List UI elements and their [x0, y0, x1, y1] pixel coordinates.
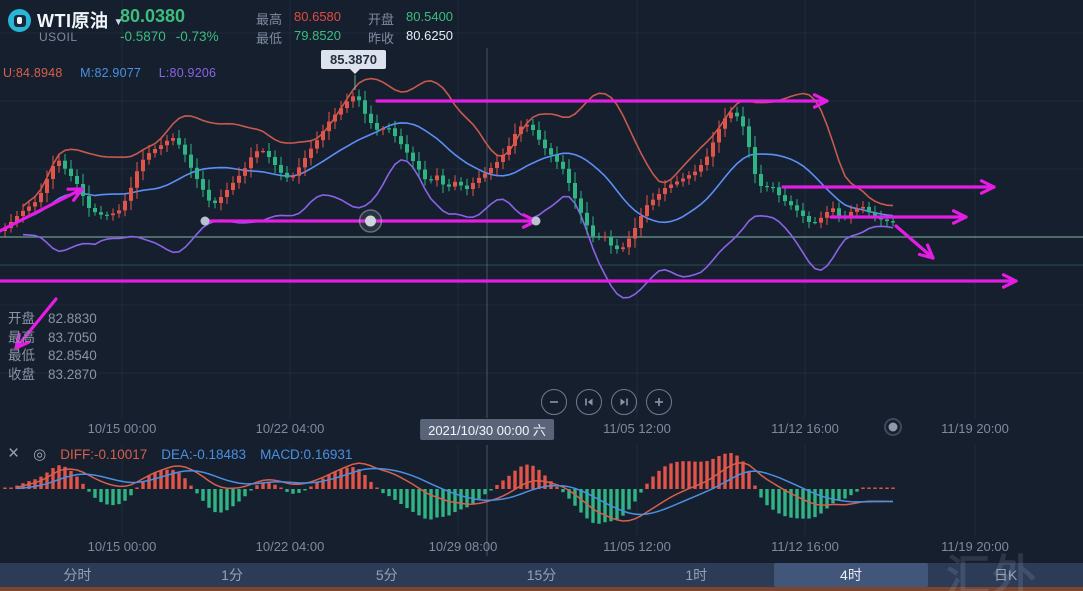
settings-icon[interactable]: ◎ — [33, 446, 47, 463]
macd-panel-header: × ◎ DIFF:-0.10017 DEA:-0.18483 MACD:0.16… — [8, 443, 353, 464]
trend-arrow-right-lower[interactable] — [829, 209, 968, 225]
macd-macd-value: MACD:0.16931 — [260, 446, 353, 462]
stat-value: 80.5400 — [406, 9, 454, 24]
axis-tick-label: 11/19 20:00 — [941, 421, 1009, 436]
main-x-axis: 10/15 00:00 10/22 04:00 11/05 12:00 11/12 1… — [0, 419, 1083, 441]
skip-to-start-button[interactable] — [576, 389, 602, 415]
timeframe-tab-3[interactable]: 5分 — [375, 567, 398, 583]
trend-arrow-top[interactable] — [375, 93, 829, 109]
macd-histogram — [3, 453, 895, 524]
ohlc-row: 最高 83.7050 — [8, 329, 97, 348]
timeframe-tab-6[interactable]: 4时 — [773, 563, 929, 587]
macd-diff-value: DIFF:-0.10017 — [60, 446, 148, 462]
axis-data-end-marker[interactable] — [884, 418, 902, 436]
drawn-annotations — [0, 93, 1018, 350]
stat-label: 昨收 — [368, 31, 395, 46]
macd-x-axis: 10/15 00:00 10/22 04:00 10/29 08:00 11/05 1… — [0, 539, 1083, 557]
skip-start-icon — [585, 398, 593, 406]
bottom-border-strip — [0, 587, 1083, 591]
trend-arrow-right-upper[interactable] — [781, 179, 996, 195]
timeframe-tab-4[interactable]: 15分 — [526, 567, 557, 583]
candlesticks — [3, 89, 895, 255]
crosshair-date-tag: 2021/10/30 00:00 六 — [420, 419, 554, 440]
daily-stats: 最高 80.6580 开盘 80.5400 最低 79.8520 昨收 80.6250 — [256, 9, 468, 47]
ohlc-label: 收盘 — [8, 366, 35, 382]
ohlc-row: 收盘 83.2870 — [8, 366, 97, 385]
axis-tick-label: 11/05 12:00 — [603, 421, 671, 436]
ohlc-row: 最低 82.8540 — [8, 347, 97, 366]
annotation-handle[interactable] — [365, 215, 376, 227]
axis-tick-label: 11/12 16:00 — [771, 539, 839, 554]
skip-end-icon — [620, 398, 628, 406]
ohlc-value: 83.2870 — [48, 366, 97, 382]
symbol-name: WTI原油 — [37, 11, 109, 31]
ohlc-row: 开盘 82.8830 — [8, 310, 97, 329]
symbol-code: USOIL — [39, 30, 78, 44]
timeframe-tab-7[interactable]: 日K — [994, 567, 1018, 583]
axis-tick-label: 10/15 00:00 — [87, 539, 157, 554]
ohlc-label: 最高 — [8, 329, 35, 345]
axis-tick-label: 11/05 12:00 — [603, 539, 671, 554]
stat-value: 79.8520 — [294, 28, 342, 43]
ohlc-value: 83.7050 — [48, 329, 97, 345]
annotation-handle[interactable] — [531, 216, 541, 226]
boll-lower-value: L:80.9206 — [158, 66, 217, 80]
axis-tick-label: 11/19 20:00 — [941, 539, 1009, 554]
macd-lines — [16, 462, 894, 522]
zoom-out-button[interactable] — [541, 389, 567, 415]
ohlc-value: 82.8540 — [48, 348, 97, 363]
trend-arrow-bottom-long[interactable] — [0, 273, 1018, 289]
symbol-selector[interactable]: WTI原油 ▼ — [37, 7, 124, 33]
boll-mid-value: M:82.9077 — [80, 66, 142, 80]
stat-label: 开盘 — [368, 12, 395, 27]
ohlc-label: 开盘 — [8, 311, 35, 326]
timeframe-toolbar: 分时 1分 5分 15分 1时 4时 日K — [0, 563, 1083, 587]
timeframe-tab-5[interactable]: 1时 — [685, 567, 708, 583]
last-price: 80.0380 — [120, 6, 186, 26]
boll-upper-value: U:84.8948 — [3, 66, 63, 80]
trend-arrow-down-diagonal[interactable] — [894, 224, 935, 260]
stat-label: 最高 — [256, 12, 283, 27]
ohlc-value: 82.8830 — [48, 311, 97, 326]
stat-value: 80.6250 — [406, 28, 454, 43]
close-indicator-icon[interactable]: × — [8, 443, 20, 464]
timeframe-tab-2[interactable]: 1分 — [221, 567, 243, 583]
ohlc-label: 最低 — [8, 348, 35, 363]
trend-arrow-middle-selected[interactable] — [200, 209, 541, 233]
skip-to-end-button[interactable] — [611, 389, 637, 415]
stat-value: 80.6580 — [294, 9, 342, 24]
plus-icon — [655, 398, 663, 406]
axis-tick-label: 10/15 00:00 — [87, 421, 157, 436]
chart-nav-controls — [541, 389, 672, 415]
axis-tick-label: 10/22 04:00 — [255, 539, 325, 554]
axis-tick-label: 11/12 16:00 — [771, 421, 839, 436]
timeframe-tab-1[interactable]: 分时 — [63, 567, 92, 583]
hover-ohlc-info: 开盘 82.8830 最高 83.7050 最低 82.8540 收盘 83.2870 — [8, 310, 97, 384]
instrument-logo-icon — [8, 9, 31, 32]
trend-arrow-left-diagonal[interactable] — [0, 187, 84, 233]
axis-tick-label: 10/29 08:00 — [428, 539, 498, 554]
annotation-handle[interactable] — [200, 216, 210, 226]
price-label-tooltip: 85.3870 — [321, 50, 386, 74]
price-change: -0.5870 -0.73% — [120, 29, 229, 44]
change-percent: -0.73% — [175, 29, 219, 44]
axis-tick-label: 10/22 04:00 — [255, 421, 325, 436]
zoom-in-button[interactable] — [646, 389, 672, 415]
minus-icon — [550, 401, 558, 403]
bollinger-values: U:84.8948 M:82.9077 L:80.9206 — [3, 66, 230, 80]
change-value: -0.5870 — [120, 29, 166, 44]
chevron-down-icon: ▼ — [113, 17, 124, 28]
macd-dea-value: DEA:-0.18483 — [161, 446, 247, 462]
stat-label: 最低 — [256, 31, 283, 46]
trend-arrow-bottom-left-diagonal[interactable] — [14, 297, 58, 350]
